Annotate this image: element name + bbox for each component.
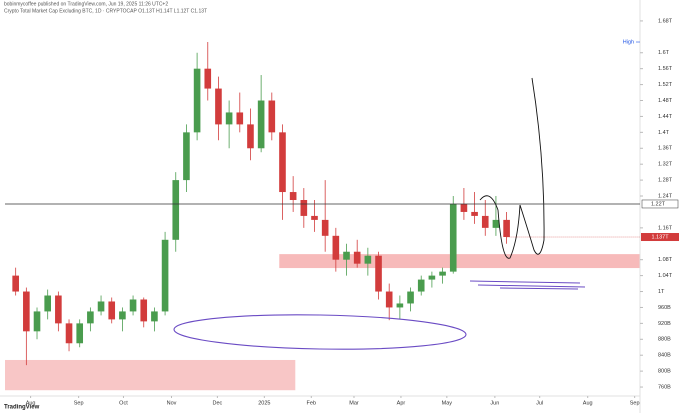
candle-body xyxy=(439,271,446,276)
candle-body xyxy=(193,68,201,133)
candle-body xyxy=(428,275,436,280)
candle-body xyxy=(268,100,276,133)
x-tick-label: Oct xyxy=(119,400,128,406)
candle-body xyxy=(492,219,500,228)
candle-body xyxy=(417,279,425,292)
price-line-tag xyxy=(641,199,679,209)
x-tick-label: Apr xyxy=(397,400,406,406)
drawing-lines xyxy=(469,280,586,290)
candle-body xyxy=(332,235,340,260)
attribution: bobinmycoffee published on TradingView.c… xyxy=(4,1,168,7)
candle-body xyxy=(279,132,286,193)
candle-body xyxy=(129,299,137,312)
y-tick-label: 1.6T xyxy=(658,50,670,56)
y-tick-label: 1.08T xyxy=(658,257,673,263)
candle-body xyxy=(353,251,361,264)
last-price-label: 1.137T xyxy=(651,234,669,240)
candle-body xyxy=(172,180,180,240)
candle-body xyxy=(215,88,222,125)
candle-body xyxy=(97,301,105,312)
x-tick-label: Aug xyxy=(26,400,36,406)
candle-body xyxy=(76,323,84,344)
candle-body xyxy=(151,311,158,322)
y-tick-label: 1T xyxy=(658,289,665,295)
y-tick-label: 1.28T xyxy=(658,178,673,184)
candle-body xyxy=(236,112,244,125)
candle-body xyxy=(311,215,318,220)
x-tick-label: 2025 xyxy=(258,400,270,406)
candle-body xyxy=(108,301,116,320)
y-tick-label: 1.44T xyxy=(658,114,673,120)
candle-body xyxy=(503,219,510,238)
candle-body xyxy=(460,203,468,212)
candle-body xyxy=(396,303,404,308)
y-tick-label: 1.16T xyxy=(658,225,673,231)
y-tick-label: 1.68T xyxy=(658,18,673,24)
candle-body xyxy=(300,200,308,216)
x-tick-label: Aug xyxy=(583,400,593,406)
chart-title: Crypto Total Market Cap Excluding BTC, 1… xyxy=(4,8,207,14)
candle-body xyxy=(55,295,62,324)
candle-body xyxy=(65,323,73,344)
candle-body xyxy=(364,255,372,264)
x-tick-label: Nov xyxy=(167,400,177,406)
last-price-tag xyxy=(641,233,679,242)
zone xyxy=(5,359,296,391)
candle-body xyxy=(257,100,265,149)
candle-body xyxy=(33,311,41,332)
candle-body xyxy=(140,299,148,322)
candle-body xyxy=(183,132,190,181)
candle-body xyxy=(407,291,414,304)
y-tick-label: 1.36T xyxy=(658,146,673,152)
y-tick-label: 920B xyxy=(658,321,671,327)
y-tick-label: 1.56T xyxy=(658,66,673,72)
x-tick-label: Mar xyxy=(349,400,359,406)
x-tick-label: Sep xyxy=(74,400,84,406)
candle-body xyxy=(481,215,489,228)
y-tick-label: 800B xyxy=(658,369,671,375)
candle-body xyxy=(449,203,457,272)
y-tick-label: 880B xyxy=(658,337,671,343)
y-tick-label: 840B xyxy=(658,353,671,359)
candle-body xyxy=(23,291,30,332)
price-line-label: 1.22T xyxy=(651,201,666,207)
y-tick-label: 1.48T xyxy=(658,98,673,104)
candle-body xyxy=(161,239,169,312)
x-tick-label: May xyxy=(442,400,453,406)
candle-body xyxy=(87,311,94,324)
y-tick-label: 1.04T xyxy=(658,273,673,279)
candle-body xyxy=(385,291,393,308)
candle-body xyxy=(204,68,212,89)
y-tick-label: 1.24T xyxy=(658,193,673,199)
candle-body xyxy=(12,275,19,292)
y-tick-label: 1.32T xyxy=(658,162,673,168)
y-tick-label: 960B xyxy=(658,305,671,311)
high-marker-label: High xyxy=(623,39,634,45)
y-tick-label: 1.4T xyxy=(658,130,670,136)
y-tick-label: 760B xyxy=(658,384,671,390)
candle-body xyxy=(343,251,350,260)
x-tick-label: Jul xyxy=(536,400,543,406)
drawing-freehand xyxy=(479,77,545,259)
x-tick-label: Feb xyxy=(307,400,316,406)
candle-body xyxy=(375,255,382,292)
candle-body xyxy=(471,211,478,216)
candle-body xyxy=(289,192,297,200)
x-tick-label: Dec xyxy=(212,400,222,406)
candle-body xyxy=(44,295,51,312)
candle-body xyxy=(119,311,126,320)
candle-body xyxy=(247,124,254,149)
candle-body xyxy=(225,112,233,125)
y-tick-label: 1.52T xyxy=(658,82,673,88)
candle-body xyxy=(321,219,329,236)
x-tick-label: Sep xyxy=(630,400,640,406)
brand: TradingView xyxy=(4,405,40,411)
drawing-ellipse xyxy=(173,314,467,350)
x-tick-label: Jun xyxy=(490,400,499,406)
